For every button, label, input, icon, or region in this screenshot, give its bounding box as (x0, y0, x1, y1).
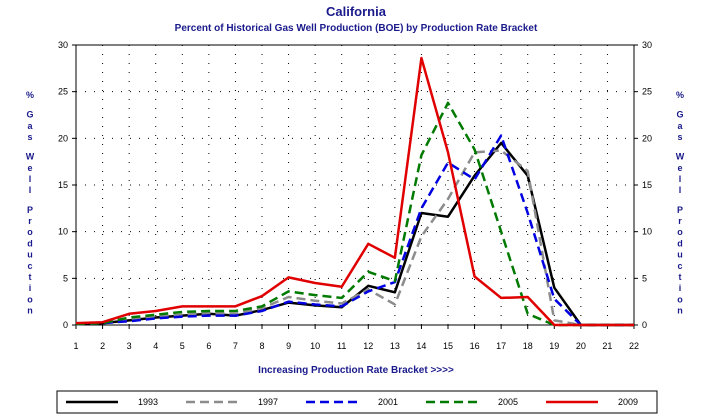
y-tick-label-left: 15 (58, 180, 68, 190)
x-tick-label: 14 (416, 341, 426, 351)
legend-label-2005: 2005 (498, 397, 518, 407)
x-tick-label: 10 (310, 341, 320, 351)
series-group (75, 56, 634, 327)
x-tick-label: 21 (602, 341, 612, 351)
chart-title: California (326, 4, 387, 19)
legend-label-2009: 2009 (618, 397, 638, 407)
x-tick-label: 1 (73, 341, 78, 351)
x-tick-label: 4 (153, 341, 158, 351)
x-tick-label: 7 (233, 341, 238, 351)
y-tick-label-right: 30 (642, 40, 652, 50)
x-tick-label: 3 (127, 341, 132, 351)
plot-frame (75, 44, 635, 326)
series-line-2005 (75, 101, 634, 327)
y-tick-label-right: 0 (642, 320, 647, 330)
x-tick-label: 9 (286, 341, 291, 351)
x-tick-label: 15 (443, 341, 453, 351)
y-tick-label-right: 25 (642, 87, 652, 97)
x-tick-label: 8 (259, 341, 264, 351)
legend-label-1997: 1997 (258, 397, 278, 407)
y-tick-label-right: 10 (642, 227, 652, 237)
x-tick-label: 18 (523, 341, 533, 351)
y-tick-label-left: 10 (58, 227, 68, 237)
x-tick-label: 12 (363, 341, 373, 351)
x-tick-label: 2 (100, 341, 105, 351)
y-tick-label-left: 0 (63, 320, 68, 330)
x-tick-label: 13 (390, 341, 400, 351)
y-tick-label-left: 30 (58, 40, 68, 50)
x-tick-label: 22 (629, 341, 639, 351)
x-tick-label: 11 (337, 341, 346, 351)
x-tick-label: 6 (206, 341, 211, 351)
legend-label-2001: 2001 (378, 397, 398, 407)
series-line-2009 (75, 56, 634, 327)
y-tick-label-left: 5 (63, 273, 68, 283)
x-tick-label: 19 (549, 341, 559, 351)
chart-subtitle: Percent of Historical Gas Well Productio… (175, 23, 538, 34)
y-tick-label-left: 25 (58, 87, 68, 97)
x-tick-label: 16 (470, 341, 480, 351)
x-tick-label: 5 (180, 341, 185, 351)
ticks: 1 2 3 4 5 6 7 8 9 10 11 12 13 14 15 16 17 18 19 20 21 220 05 51… (58, 40, 652, 351)
legend: 1993 1997 2001 2005 2009 (66, 397, 638, 407)
y-tick-label-right: 20 (642, 133, 652, 143)
y-tick-label-left: 20 (58, 133, 68, 143)
series-line-2001 (75, 134, 634, 327)
grid (76, 45, 634, 325)
x-tick-label: 17 (496, 341, 506, 351)
y-tick-label-right: 5 (642, 273, 647, 283)
series-line-1997 (75, 149, 634, 327)
legend-label-1993: 1993 (138, 397, 158, 407)
y-tick-label-right: 15 (642, 180, 652, 190)
x-axis-label: Increasing Production Rate Bracket >>>> (258, 365, 454, 376)
x-tick-label: 20 (576, 341, 586, 351)
